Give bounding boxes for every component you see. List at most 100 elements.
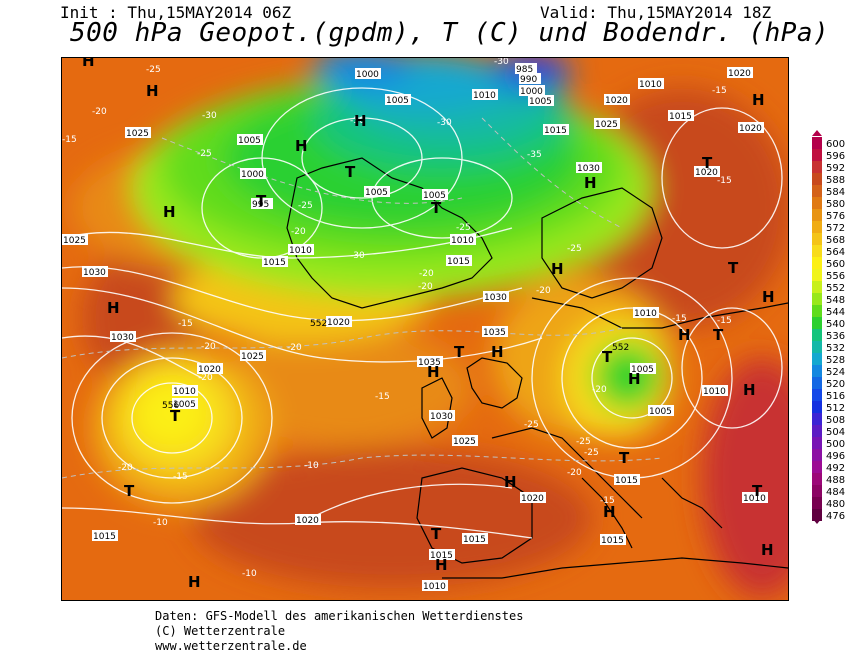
svg-text:1020: 1020 <box>695 168 718 178</box>
legend-label: 540 <box>826 319 845 330</box>
legend-swatch <box>812 293 822 305</box>
svg-text:-20: -20 <box>592 385 607 395</box>
legend-label: 500 <box>826 439 845 450</box>
svg-text:-25: -25 <box>146 65 161 75</box>
legend-swatch <box>812 377 822 389</box>
svg-text:-30: -30 <box>494 58 509 67</box>
legend-label: 508 <box>826 415 845 426</box>
geopotential-labels: 552 552 556 <box>162 319 629 411</box>
legend-label: 592 <box>826 163 845 174</box>
legend-swatch <box>812 233 822 245</box>
legend-label: 532 <box>826 343 845 354</box>
legend-label: 488 <box>826 475 845 486</box>
svg-text:-25: -25 <box>584 448 599 458</box>
footer-credits: Daten: GFS-Modell des amerikanischen Wet… <box>155 609 523 654</box>
svg-text:1000: 1000 <box>241 170 264 180</box>
svg-text:1035: 1035 <box>418 358 441 368</box>
svg-text:1030: 1030 <box>111 333 134 343</box>
svg-text:1010: 1010 <box>703 387 726 397</box>
svg-text:1015: 1015 <box>463 535 486 545</box>
legend-swatch <box>812 173 822 185</box>
map-title: 500 hPa Geopot.(gpdm), T (C) und Bodendr… <box>70 18 830 48</box>
legend-label: 572 <box>826 223 845 234</box>
svg-text:-15: -15 <box>173 472 188 482</box>
svg-text:H: H <box>435 556 448 574</box>
legend-swatch <box>812 221 822 233</box>
legend-label: 496 <box>826 451 845 462</box>
legend-label: 596 <box>826 151 845 162</box>
svg-text:1020: 1020 <box>739 124 762 134</box>
svg-text:552: 552 <box>612 343 629 353</box>
svg-text:1025: 1025 <box>595 120 618 130</box>
legend-swatch <box>812 461 822 473</box>
svg-text:-30: -30 <box>350 116 365 126</box>
svg-text:-25: -25 <box>567 244 582 254</box>
svg-text:-35: -35 <box>527 150 542 160</box>
svg-text:552: 552 <box>310 319 327 329</box>
svg-text:T: T <box>602 348 613 366</box>
svg-text:1015: 1015 <box>544 126 567 136</box>
legend-swatch <box>812 413 822 425</box>
svg-text:-25: -25 <box>524 420 539 430</box>
legend-swatch <box>812 161 822 173</box>
svg-text:-20: -20 <box>287 343 302 353</box>
svg-text:H: H <box>762 288 775 306</box>
svg-text:1000: 1000 <box>356 70 379 80</box>
legend-label: 564 <box>826 247 845 258</box>
svg-text:1030: 1030 <box>83 268 106 278</box>
svg-text:T: T <box>431 525 442 543</box>
legend-swatch <box>812 257 822 269</box>
legend-label: 528 <box>826 355 845 366</box>
svg-text:H: H <box>107 299 120 317</box>
legend-label: 516 <box>826 391 845 402</box>
isobars <box>62 87 783 539</box>
svg-text:H: H <box>504 473 517 491</box>
svg-text:1020: 1020 <box>296 516 319 526</box>
coastlines <box>286 157 788 579</box>
svg-text:T: T <box>702 154 713 172</box>
svg-text:H: H <box>491 343 504 361</box>
svg-text:1010: 1010 <box>423 582 446 592</box>
legend-swatch <box>812 365 822 377</box>
svg-text:H: H <box>551 260 564 278</box>
svg-text:H: H <box>584 174 597 192</box>
legend-swatch <box>812 245 822 257</box>
svg-text:-25: -25 <box>576 437 591 447</box>
legend-label: 520 <box>826 379 845 390</box>
svg-text:H: H <box>82 58 95 70</box>
svg-text:1015: 1015 <box>263 258 286 268</box>
svg-text:1020: 1020 <box>521 494 544 504</box>
legend-swatch <box>812 509 822 521</box>
valid-time: Valid: Thu,15MAY2014 18Z <box>540 3 772 22</box>
legend-swatch <box>812 209 822 221</box>
legend-label: 584 <box>826 187 845 198</box>
legend-swatch <box>812 269 822 281</box>
svg-text:T: T <box>752 482 763 500</box>
legend-label: 560 <box>826 259 845 270</box>
legend-label: 548 <box>826 295 845 306</box>
svg-text:-20: -20 <box>418 282 433 292</box>
svg-text:1010: 1010 <box>639 80 662 90</box>
temperature-isotherms <box>62 117 663 479</box>
weather-map: 1000 1005 1010 1005 1020 1010 1020 1025 … <box>61 57 789 601</box>
svg-text:1030: 1030 <box>430 412 453 422</box>
svg-text:-30: -30 <box>437 118 452 128</box>
legend-swatch <box>812 425 822 437</box>
legend-label: 480 <box>826 499 845 510</box>
svg-text:1030: 1030 <box>484 293 507 303</box>
legend-swatch <box>812 341 822 353</box>
svg-text:1025: 1025 <box>241 352 264 362</box>
svg-text:T: T <box>431 199 442 217</box>
svg-text:-15: -15 <box>672 314 687 324</box>
legend-label: 536 <box>826 331 845 342</box>
svg-text:1010: 1010 <box>451 236 474 246</box>
svg-text:T: T <box>256 192 267 210</box>
legend-swatch <box>812 473 822 485</box>
legend-top-arrow <box>812 130 822 136</box>
svg-text:-20: -20 <box>567 468 582 478</box>
svg-text:-20: -20 <box>536 286 551 296</box>
init-time: Init : Thu,15MAY2014 06Z <box>60 3 292 22</box>
svg-text:T: T <box>454 343 465 361</box>
legend-label: 552 <box>826 283 845 294</box>
legend-label: 504 <box>826 427 845 438</box>
